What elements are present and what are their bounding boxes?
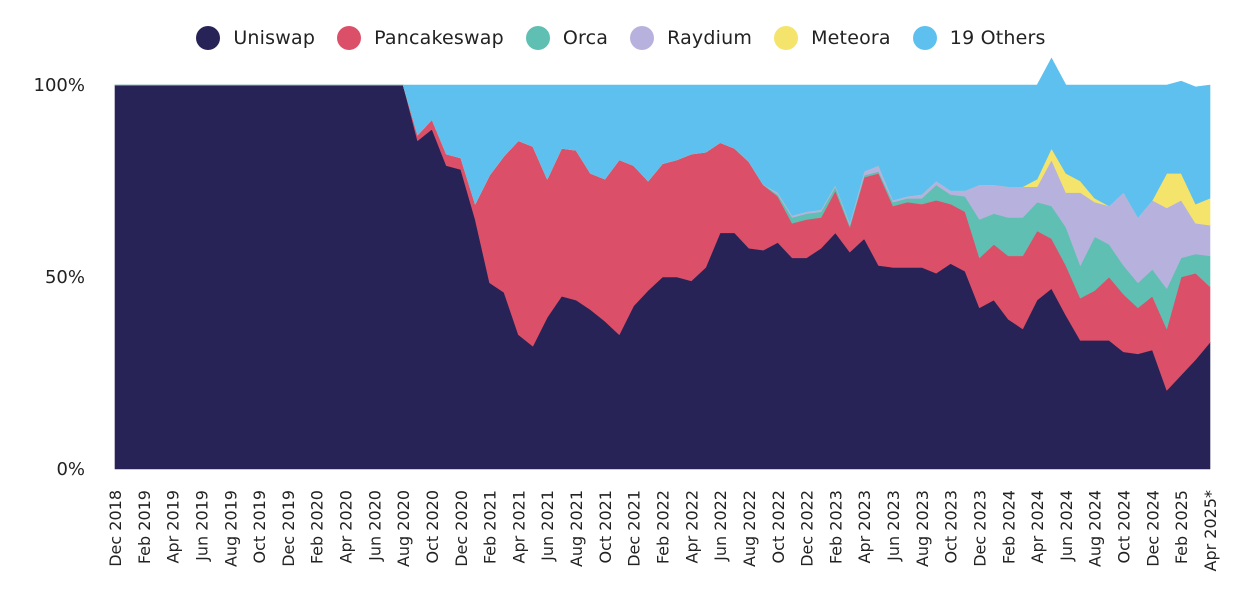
legend-label-uniswap: Uniswap [233, 27, 316, 49]
x-tick-label: Aug 2019 [221, 490, 240, 567]
x-tick-label: Dec 2022 [798, 490, 817, 567]
x-tick-label: Dec 2020 [452, 490, 471, 567]
x-tick-label: Aug 2021 [567, 490, 586, 567]
x-tick-label: Jun 2022 [711, 490, 730, 562]
x-tick-label: Jun 2024 [1057, 490, 1076, 562]
legend-swatch-pancakeswap [337, 26, 362, 50]
legend-swatch-meteora [774, 26, 799, 50]
x-tick-label: Dec 2023 [970, 490, 989, 567]
chart-legend: Uniswap Pancakeswap Orca Raydium Meteora 19 O… [0, 20, 1242, 56]
x-tick-label: Feb 2021 [481, 490, 500, 564]
x-tick-label: Dec 2018 [106, 490, 125, 567]
legend-swatch-orca [525, 26, 550, 50]
legend-swatch-19-others [912, 26, 937, 50]
legend-item-raydium: Raydium [630, 26, 752, 50]
x-tick-label: Jun 2023 [884, 490, 903, 562]
x-tick-label: Apr 2023 [855, 490, 874, 563]
x-tick-label: Feb 2022 [654, 490, 673, 564]
x-tick-label: Oct 2021 [596, 490, 615, 563]
legend-item-orca: Orca [525, 26, 609, 50]
y-tick-label: 50% [45, 267, 85, 288]
x-tick-label: Aug 2022 [740, 490, 759, 567]
x-tick-label: Aug 2023 [913, 490, 932, 567]
x-tick-label: Dec 2024 [1143, 490, 1162, 567]
legend-item-uniswap: Uniswap [196, 26, 315, 50]
x-tick-label: Feb 2024 [999, 490, 1018, 564]
legend-label-orca: Orca [562, 27, 609, 49]
y-tick-label: 100% [34, 75, 85, 96]
x-tick-label: Jun 2021 [538, 490, 557, 562]
legend-item-19-others: 19 Others [912, 26, 1046, 50]
area-19-others [114, 57, 1211, 224]
legend-item-meteora: Meteora [774, 26, 891, 50]
legend-swatch-raydium [630, 26, 655, 50]
x-tick-label: Apr 2020 [337, 490, 356, 563]
x-tick-label: Aug 2020 [394, 490, 413, 567]
y-tick-label: 0% [56, 459, 85, 480]
x-tick-label: Feb 2023 [826, 490, 845, 564]
legend-item-pancakeswap: Pancakeswap [337, 26, 504, 50]
x-tick-label: Feb 2019 [135, 490, 154, 564]
x-tick-label: Apr 2024 [1028, 490, 1047, 563]
x-tick-label: Apr 2025* [1201, 490, 1220, 571]
x-tick-label: Jun 2020 [365, 490, 384, 562]
x-tick-label: Feb 2025 [1172, 490, 1191, 564]
legend-label-meteora: Meteora [811, 27, 891, 49]
x-tick-label: Apr 2021 [509, 490, 528, 563]
x-tick-label: Oct 2020 [423, 490, 442, 563]
legend-swatch-uniswap [196, 26, 221, 50]
x-tick-label: Oct 2023 [942, 490, 961, 563]
x-tick-label: Aug 2024 [1086, 490, 1105, 567]
x-tick-label: Oct 2022 [769, 490, 788, 563]
x-tick-label: Jun 2019 [192, 490, 211, 562]
x-tick-label: Oct 2024 [1115, 490, 1134, 563]
x-tick-label: Dec 2019 [279, 490, 298, 567]
legend-label-pancakeswap: Pancakeswap [374, 27, 504, 49]
x-tick-label: Oct 2019 [250, 490, 269, 563]
legend-label-raydium: Raydium [667, 27, 753, 49]
x-tick-label: Dec 2021 [625, 490, 644, 567]
x-tick-label: Apr 2022 [682, 490, 701, 563]
x-tick-label: Apr 2019 [164, 490, 183, 563]
x-tick-label: Feb 2020 [308, 490, 327, 564]
legend-label-19-others: 19 Others [949, 27, 1046, 49]
